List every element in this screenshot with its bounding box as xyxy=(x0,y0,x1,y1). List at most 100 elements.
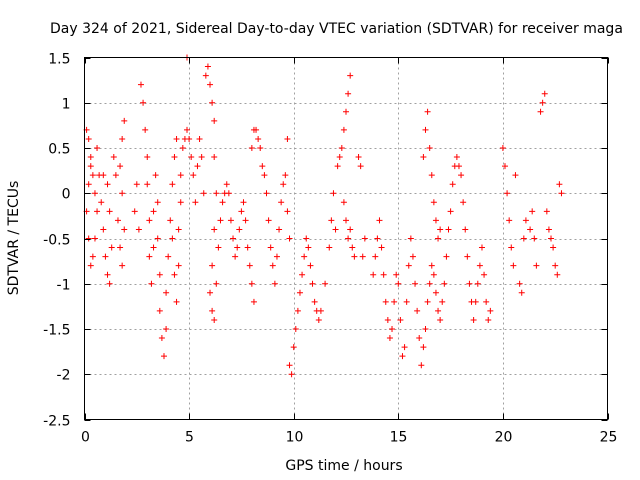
data-point xyxy=(150,244,157,251)
data-point xyxy=(422,126,429,133)
data-point xyxy=(104,181,111,188)
data-point xyxy=(449,181,456,188)
data-point xyxy=(345,235,352,242)
data-point xyxy=(405,262,412,269)
x-tick-label: 20 xyxy=(495,430,513,446)
data-point xyxy=(146,217,153,224)
data-point xyxy=(296,289,303,296)
data-point xyxy=(242,217,249,224)
data-point xyxy=(447,208,454,215)
data-point xyxy=(209,99,216,106)
data-point xyxy=(548,235,555,242)
data-point xyxy=(244,244,251,251)
data-point xyxy=(359,253,366,260)
data-point xyxy=(114,217,121,224)
y-tick-label: -2 xyxy=(57,368,71,384)
y-tick-label: -0.5 xyxy=(43,233,70,249)
data-point xyxy=(89,253,96,260)
data-point xyxy=(255,135,262,142)
data-point xyxy=(85,135,92,142)
data-point xyxy=(89,172,96,179)
data-point xyxy=(102,253,109,260)
x-tick-label: 15 xyxy=(390,430,408,446)
data-point xyxy=(211,154,218,161)
data-point xyxy=(443,253,450,260)
data-point xyxy=(163,326,170,332)
data-point xyxy=(414,307,421,314)
data-point xyxy=(303,235,310,242)
data-point xyxy=(177,199,184,206)
data-point xyxy=(470,316,477,323)
data-point xyxy=(292,326,299,332)
data-point xyxy=(169,181,176,188)
data-point xyxy=(460,199,467,206)
data-point xyxy=(294,307,301,314)
data-point xyxy=(202,72,209,79)
data-point xyxy=(422,326,429,332)
data-point xyxy=(196,135,203,142)
data-point xyxy=(278,199,285,206)
data-point xyxy=(556,181,563,188)
data-point xyxy=(171,271,178,278)
data-point xyxy=(192,199,199,206)
data-point xyxy=(100,226,107,233)
data-point xyxy=(326,244,333,251)
data-point xyxy=(213,190,220,197)
data-point xyxy=(328,217,335,224)
data-point xyxy=(340,126,347,133)
data-point xyxy=(453,154,460,161)
data-point xyxy=(420,344,427,351)
data-point xyxy=(227,217,234,224)
data-point xyxy=(397,316,404,323)
data-point xyxy=(472,298,479,305)
data-point xyxy=(259,163,266,170)
data-point xyxy=(428,262,435,269)
data-point xyxy=(545,226,552,233)
data-point xyxy=(253,126,260,133)
data-point xyxy=(355,154,362,161)
data-point xyxy=(374,235,381,242)
data-point xyxy=(154,235,161,242)
data-point xyxy=(169,235,176,242)
data-point xyxy=(131,208,138,215)
data-point xyxy=(466,280,473,287)
y-tick-label: 0.5 xyxy=(48,142,70,158)
data-point xyxy=(142,126,149,133)
axis-ticks xyxy=(84,57,609,421)
data-point xyxy=(248,145,255,151)
data-point xyxy=(527,226,534,233)
data-point xyxy=(225,190,232,197)
data-point xyxy=(330,190,337,197)
data-point xyxy=(234,244,241,251)
data-point xyxy=(533,262,540,269)
data-point xyxy=(121,226,128,233)
data-point xyxy=(144,181,151,188)
data-point xyxy=(117,244,124,251)
data-point xyxy=(334,163,341,170)
data-point xyxy=(284,135,291,142)
data-point xyxy=(215,244,222,251)
data-point xyxy=(464,253,471,260)
data-point xyxy=(458,172,465,179)
data-point xyxy=(119,190,126,197)
data-point xyxy=(250,298,257,305)
data-point xyxy=(207,289,214,296)
data-point xyxy=(424,108,431,115)
data-point xyxy=(315,316,322,323)
data-point xyxy=(343,108,349,115)
data-point xyxy=(338,145,345,151)
plot-frame xyxy=(84,57,608,420)
data-point xyxy=(430,199,437,206)
data-point xyxy=(382,298,389,305)
data-point xyxy=(432,289,439,296)
data-point xyxy=(104,271,111,278)
data-point xyxy=(165,253,172,260)
data-point xyxy=(299,271,306,278)
data-point xyxy=(144,154,151,161)
chart-title: Day 324 of 2021, Sidereal Day-to-day VTE… xyxy=(50,21,623,37)
data-point xyxy=(441,280,448,287)
data-point xyxy=(539,99,546,106)
data-point xyxy=(211,316,218,323)
data-point xyxy=(483,298,490,305)
data-point xyxy=(340,199,347,206)
